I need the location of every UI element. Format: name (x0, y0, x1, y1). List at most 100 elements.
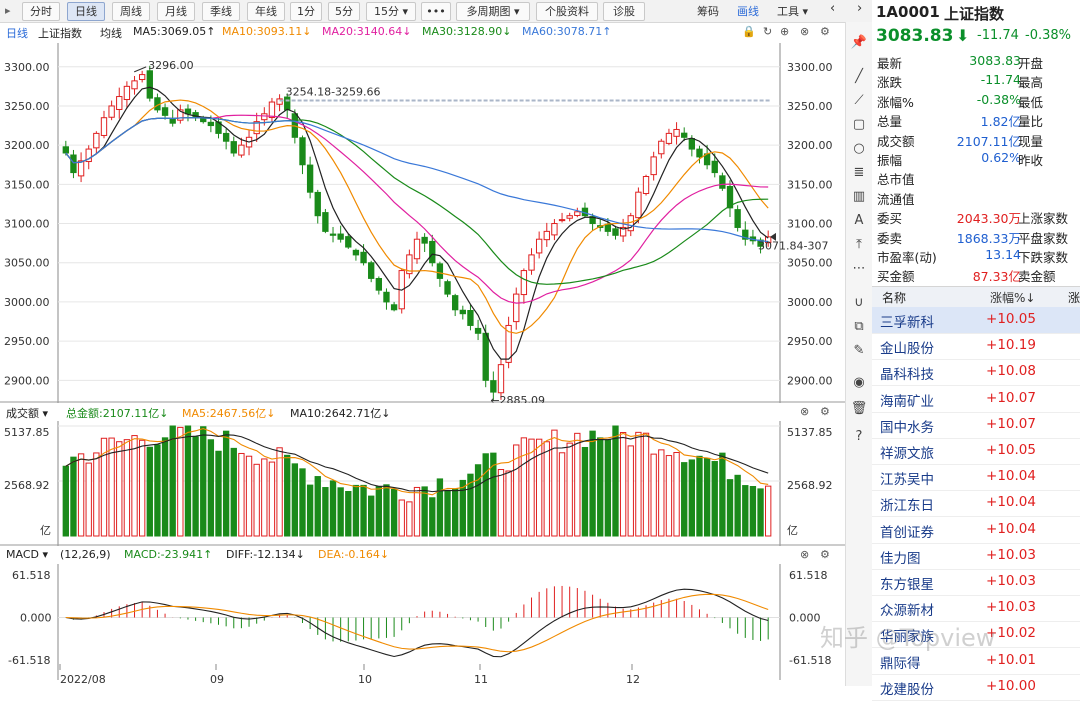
stock-name-cell[interactable]: 众源新材 (880, 603, 934, 620)
volume-bar (284, 454, 291, 537)
draw-line-button[interactable]: 画线 (737, 5, 759, 18)
pen-icon[interactable]: ✎ (853, 343, 865, 358)
column-pct[interactable]: 涨幅%↓ (990, 291, 1036, 305)
macd-params: (12,26,9) (60, 548, 111, 561)
volume-bar (497, 469, 505, 537)
candle-body (306, 164, 314, 193)
stock-name-cell[interactable]: 三孚新科 (880, 315, 934, 331)
nav-next-icon[interactable]: › (857, 1, 863, 16)
table-row[interactable]: 金山股份 +10.19 (872, 333, 1080, 361)
candle-body (268, 101, 276, 119)
period-button-monthly[interactable]: 月线 (157, 2, 195, 21)
diagnose-button[interactable]: 诊股 (603, 2, 645, 21)
circle-tool-icon[interactable]: ○ (853, 141, 865, 156)
volume-bar (558, 452, 566, 537)
stock-name-cell[interactable]: 鼎际得 (880, 655, 921, 672)
period-button-5min[interactable]: 5分 (328, 2, 360, 21)
table-row[interactable]: 海南矿业 +10.07 (872, 386, 1080, 413)
stock-name-cell[interactable]: 首创证券 (880, 524, 934, 541)
table-row[interactable]: 国中水务 +10.07 (872, 412, 1080, 439)
gann-tool-icon[interactable]: ▥ (852, 189, 866, 204)
candle-body (93, 132, 100, 149)
volume-indicator-label[interactable]: 成交额 ▾ (6, 407, 49, 420)
macd-close-icon[interactable]: ⊗ (800, 548, 810, 561)
table-row[interactable]: 三孚新科 +10.05 (872, 307, 1080, 334)
period-button-yearly[interactable]: 年线 (247, 2, 285, 21)
quote-change: -11.74 (977, 28, 1019, 43)
period-button-quarterly[interactable]: 季线 (202, 2, 240, 21)
volume-settings-icon[interactable]: ⚙ (820, 405, 830, 418)
stock-name-cell[interactable]: 晶科科技 (880, 367, 934, 384)
tools-dropdown[interactable]: 工具 ▾ (777, 5, 809, 18)
table-row[interactable]: 江苏吴中 +10.04 (872, 464, 1080, 492)
volume-bar (368, 495, 375, 537)
period-button-weekly[interactable]: 周线 (112, 2, 150, 21)
stock-name-cell[interactable]: 佳力图 (880, 550, 921, 567)
nav-prev-icon[interactable]: ‹ (830, 1, 836, 16)
rect-tool-icon[interactable]: ▢ (852, 117, 866, 132)
candle-body (375, 278, 383, 291)
avg-label[interactable]: 均线 (100, 27, 122, 40)
volume-bar (261, 458, 268, 537)
refresh-icon[interactable]: ↻ (763, 25, 773, 38)
quote-row-value: -11.74 (980, 72, 1021, 88)
stock-name-cell[interactable]: 祥源文旅 (880, 446, 934, 462)
sidebar-toggle-icon[interactable]: ▸ (5, 4, 11, 17)
candle-body (230, 141, 237, 154)
stock-name-cell[interactable]: 国中水务 (880, 419, 934, 436)
stock-name-cell[interactable]: 东方银星 (880, 577, 934, 593)
stock-info-button[interactable]: 个股资料 (536, 2, 598, 21)
settings-gear-icon[interactable]: ⚙ (820, 25, 830, 38)
text-tool-icon[interactable]: A (854, 213, 864, 228)
chips-button[interactable]: 筹码 (697, 5, 719, 18)
stock-name-cell[interactable]: 浙江东日 (880, 498, 934, 515)
lock-icon[interactable]: 🔒 (742, 25, 756, 38)
close-icon[interactable]: ⊗ (800, 25, 810, 38)
period-button-timeshare[interactable]: 分时 (22, 2, 60, 21)
index-name: 上证指数 (38, 27, 82, 40)
eye-icon[interactable]: ◉ (853, 375, 865, 390)
multi-period-dropdown[interactable]: 多周期图 ▾ (456, 2, 530, 21)
quote-row: 成交额 2107.11亿 现量 (872, 130, 1080, 149)
candle-body (688, 138, 696, 150)
column-name[interactable]: 名称 (882, 291, 907, 305)
more-button[interactable]: ••• (421, 2, 451, 21)
period-button-daily[interactable]: 日线 (67, 2, 105, 21)
table-row[interactable]: 华丽家族 +10.02 (872, 621, 1080, 649)
stock-name-cell[interactable]: 华丽家族 (880, 629, 934, 646)
table-row[interactable]: 众源新材 +10.03 (872, 595, 1080, 623)
macd-indicator-label[interactable]: MACD ▾ (6, 548, 48, 561)
table-row[interactable]: 东方银星 +10.03 (872, 569, 1080, 596)
candle-body (482, 332, 489, 381)
table-row[interactable]: 浙江东日 +10.04 (872, 490, 1080, 518)
stock-name-cell[interactable]: 江苏吴中 (880, 472, 934, 489)
stock-name-cell[interactable]: 海南矿业 (880, 393, 934, 410)
copy-icon[interactable]: ⧉ (854, 319, 864, 334)
arrow-tool-icon[interactable]: ⤒ (856, 237, 862, 252)
table-row[interactable]: 龙建股份 +10.00 (872, 674, 1080, 701)
fib-tool-icon[interactable]: ≣ (853, 165, 865, 180)
period-button-1min[interactable]: 1分 (290, 2, 322, 21)
macd-settings-icon[interactable]: ⚙ (820, 548, 830, 561)
pin-icon[interactable]: 📌 (850, 35, 868, 50)
help-icon[interactable]: ? (855, 429, 863, 444)
table-row[interactable]: 首创证券 +10.04 (872, 517, 1080, 544)
add-icon[interactable]: ⊕ (780, 25, 790, 38)
table-row[interactable]: 鼎际得 +10.01 (872, 648, 1080, 675)
candle-body (429, 240, 436, 264)
table-row[interactable]: 佳力图 +10.03 (872, 543, 1080, 570)
stock-name-cell[interactable]: 龙建股份 (880, 681, 934, 698)
table-row[interactable]: 晶科科技 +10.08 (872, 359, 1080, 387)
quote-row-label2: 量比 (1018, 114, 1044, 130)
stock-name-cell[interactable]: 金山股份 (880, 341, 934, 358)
more-tools-icon[interactable]: ⋯ (852, 261, 866, 276)
trash-icon[interactable]: 🗑 (850, 401, 868, 416)
magnet-icon[interactable]: ∪ (854, 295, 864, 310)
table-row[interactable]: 祥源文旅 +10.05 (872, 438, 1080, 465)
period-dropdown-15min[interactable]: 15分 ▾ (366, 2, 416, 21)
line-tool-icon[interactable]: ╱ (855, 69, 863, 84)
kline-chart[interactable]: 3300.00 3300.00 3250.00 3250.00 3200.00 3200.… (0, 41, 845, 686)
segment-tool-icon[interactable]: ⟋ (854, 93, 864, 108)
volume-close-icon[interactable]: ⊗ (800, 405, 810, 418)
column-more[interactable]: 涨 (1068, 291, 1080, 305)
